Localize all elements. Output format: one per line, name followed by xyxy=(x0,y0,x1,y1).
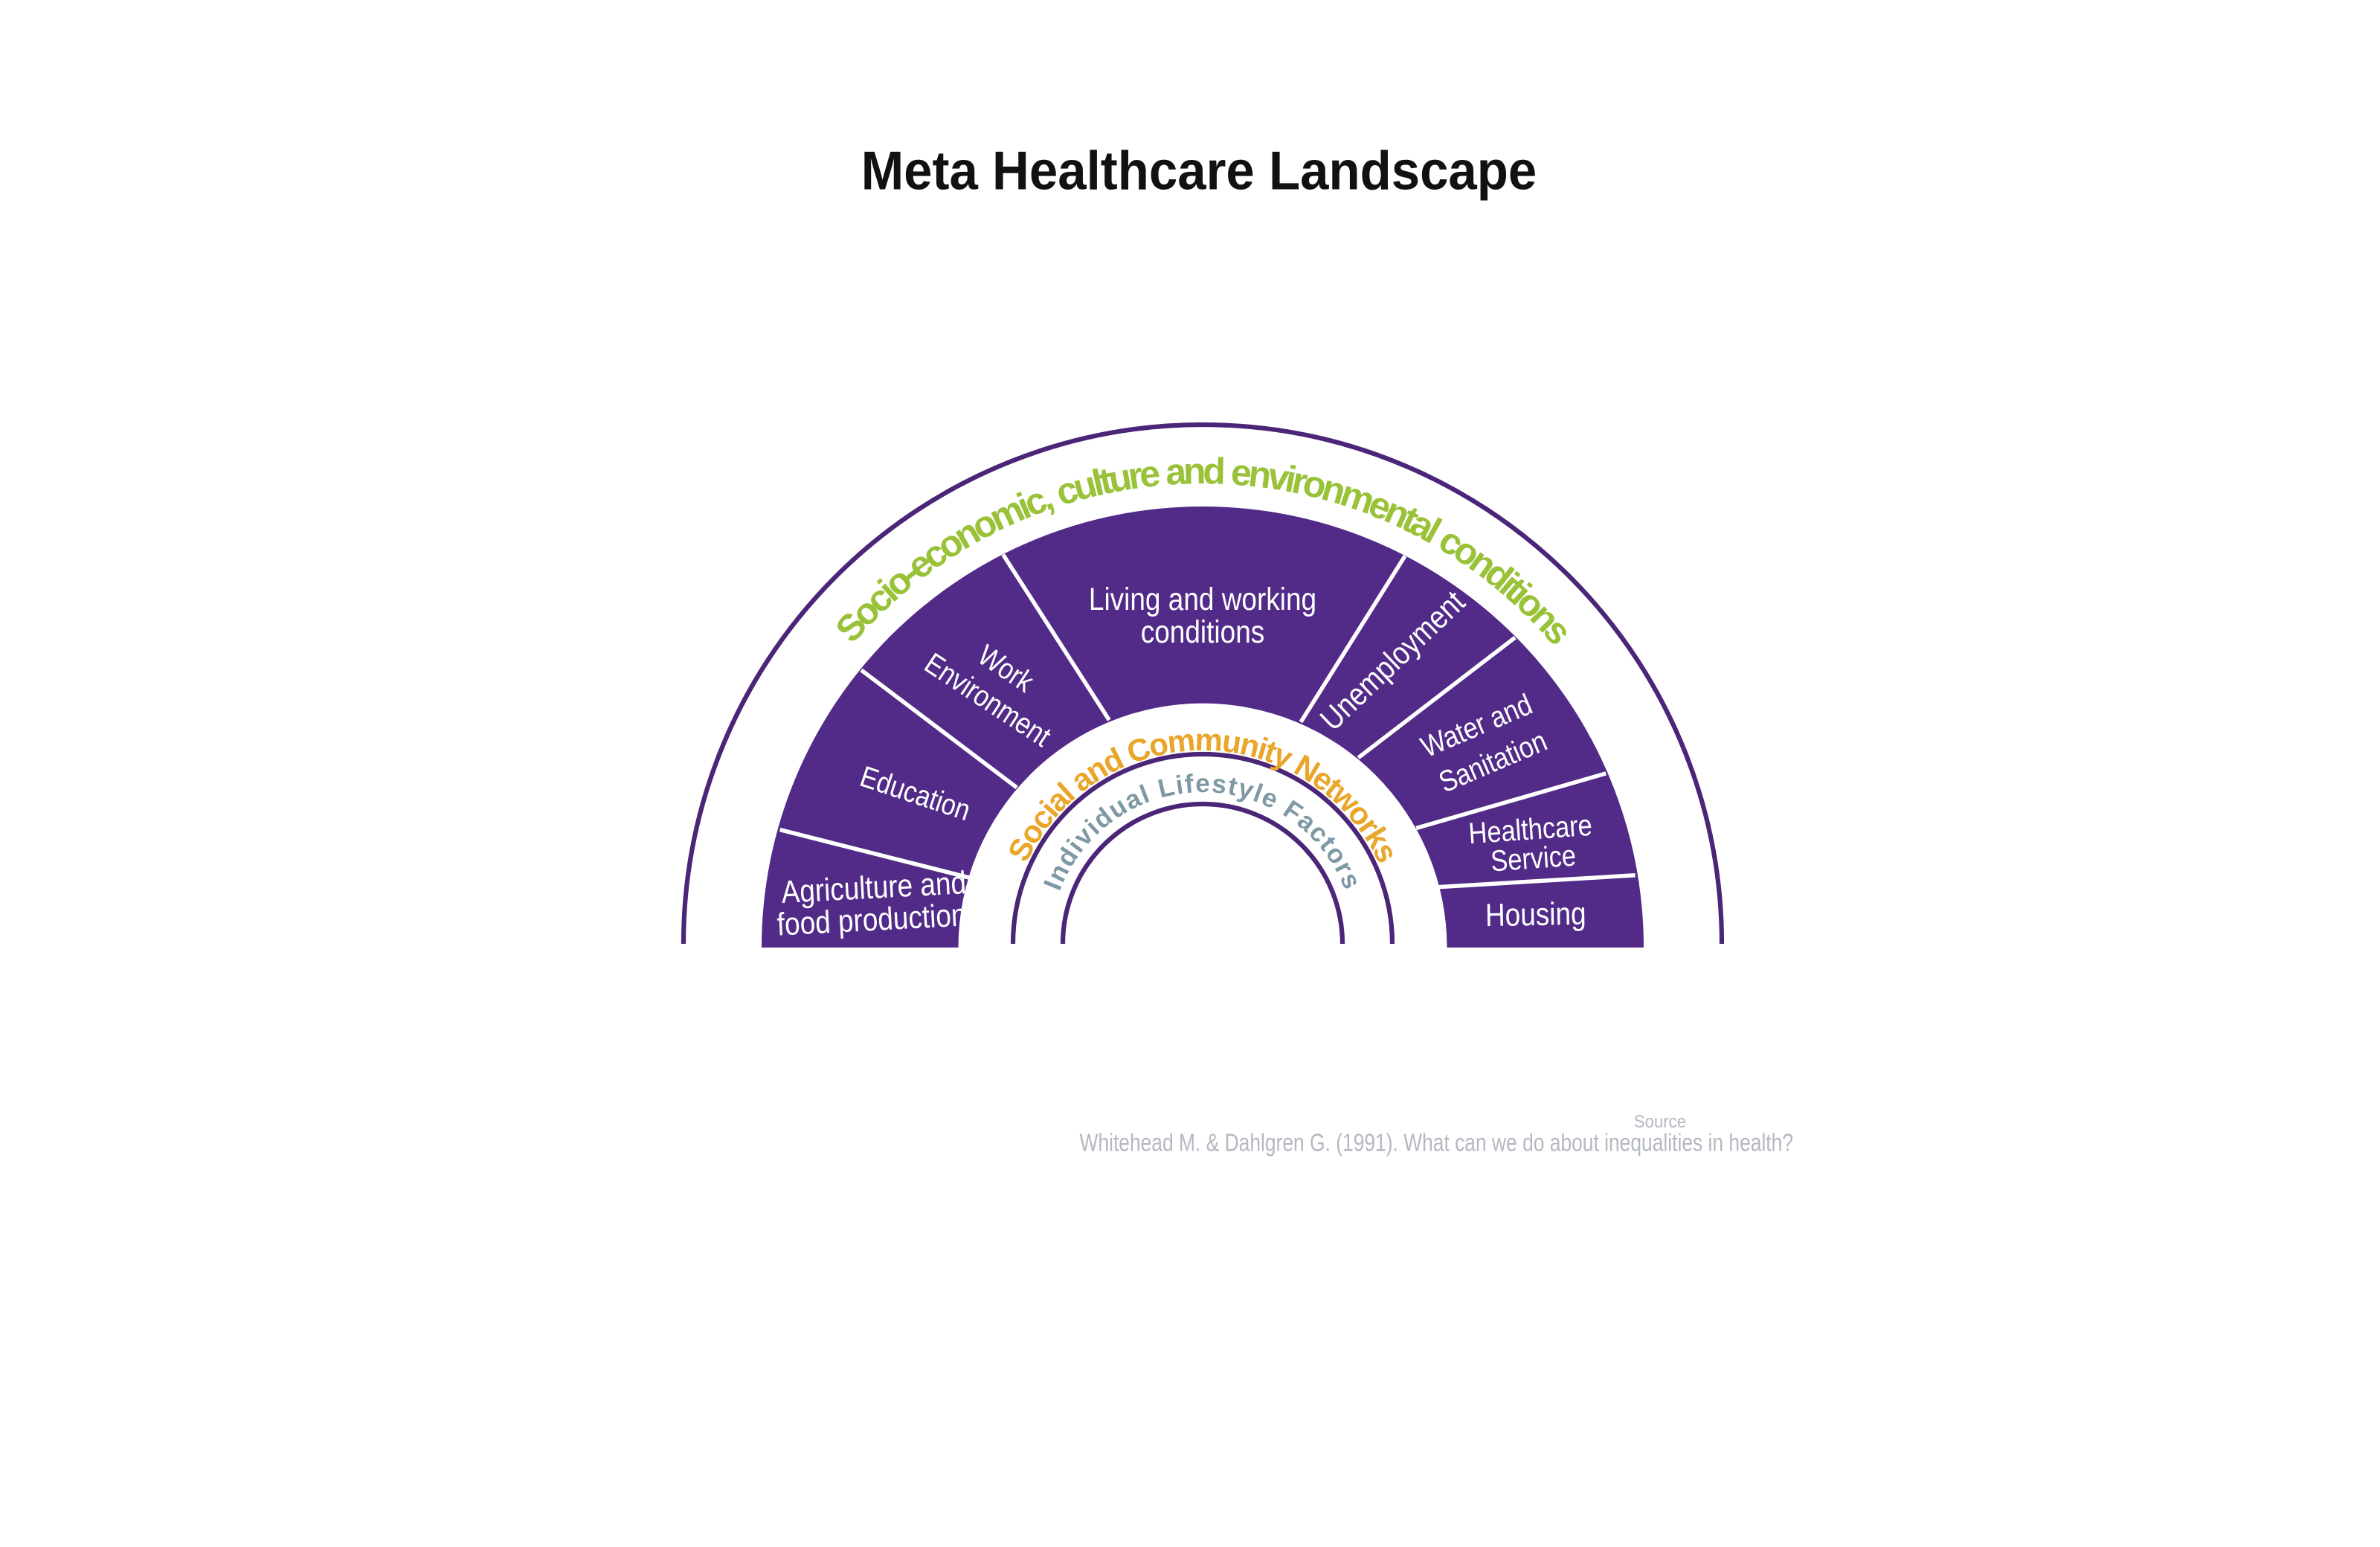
svg-text:Housing: Housing xyxy=(1485,896,1586,933)
svg-text:Living and working: Living and working xyxy=(1089,582,1316,617)
svg-text:Meta Healthcare Landscape: Meta Healthcare Landscape xyxy=(861,141,1537,202)
svg-text:conditions: conditions xyxy=(1141,614,1264,649)
svg-text:Source: Source xyxy=(1634,1111,1686,1131)
svg-text:Whitehead M. & Dahlgren G. (19: Whitehead M. & Dahlgren G. (1991). What … xyxy=(1079,1130,1793,1157)
svg-text:Service: Service xyxy=(1490,838,1577,878)
